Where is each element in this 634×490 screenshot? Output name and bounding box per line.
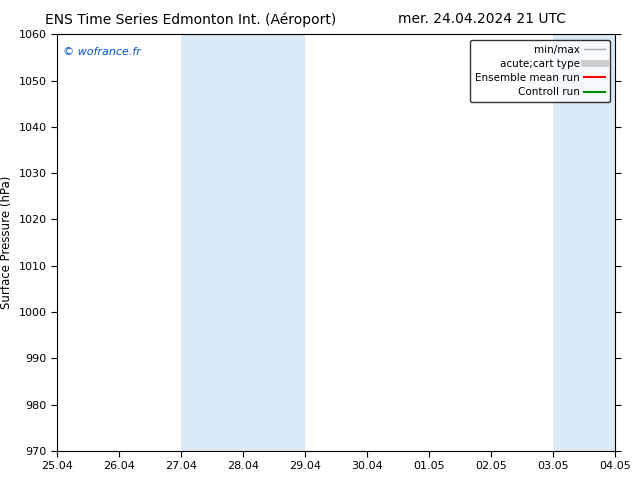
Y-axis label: Surface Pressure (hPa): Surface Pressure (hPa) <box>0 176 13 309</box>
Text: © wofrance.fr: © wofrance.fr <box>63 47 141 57</box>
Text: mer. 24.04.2024 21 UTC: mer. 24.04.2024 21 UTC <box>398 12 566 26</box>
Bar <box>553 34 634 451</box>
Bar <box>181 34 305 451</box>
Legend: min/max, acute;cart type, Ensemble mean run, Controll run: min/max, acute;cart type, Ensemble mean … <box>470 40 610 102</box>
Text: ENS Time Series Edmonton Int. (Aéroport): ENS Time Series Edmonton Int. (Aéroport) <box>44 12 336 27</box>
